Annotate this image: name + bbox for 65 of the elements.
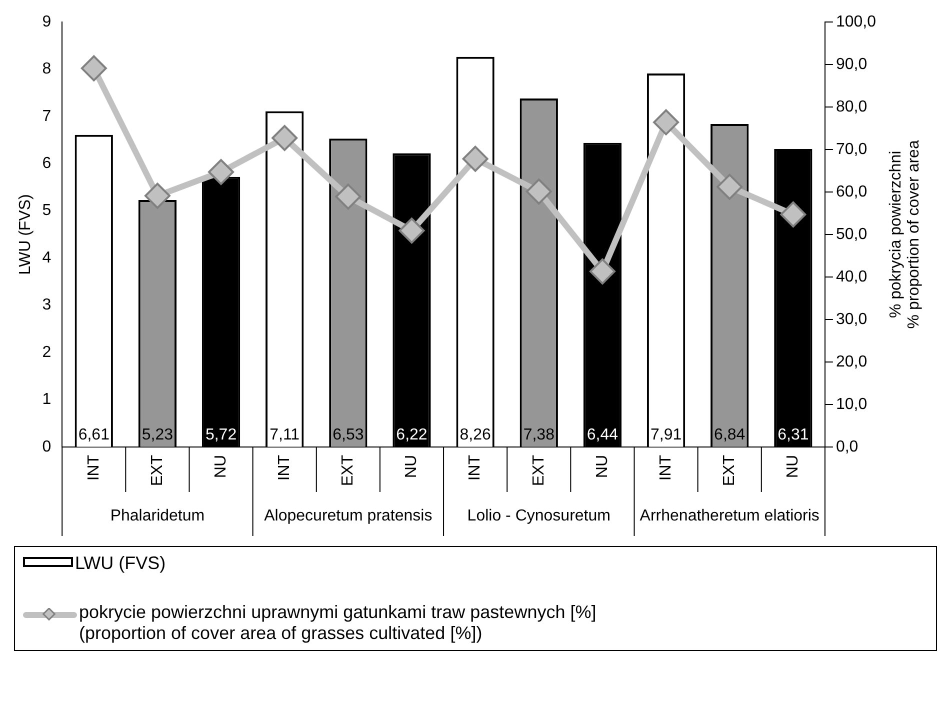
y-axis-title: LWU (FVS): [17, 194, 34, 275]
data-label: 6,31: [778, 426, 809, 444]
legend-label: LWU (FVS): [75, 553, 166, 574]
y-tick-label: 7: [42, 108, 52, 125]
x-tick-label: INT: [85, 454, 102, 481]
data-label: 8,26: [460, 426, 491, 444]
text: Arrhenatheretum elatioris: [640, 507, 820, 524]
data-label: 6,84: [714, 426, 746, 444]
y2-tick-label: 60,0: [836, 183, 868, 200]
point: [716, 174, 743, 200]
point: [398, 218, 425, 244]
data-label: 6,53: [332, 426, 364, 444]
data-label: 7,11: [270, 426, 300, 444]
y2-tick-label: 90,0: [836, 56, 868, 73]
y-tick-label: 6: [42, 155, 52, 172]
y2-tick-label: 20,0: [836, 353, 868, 370]
y-tick-label: 0: [42, 438, 52, 456]
text: Lolio - Cynosuretum: [467, 507, 610, 524]
point: [462, 146, 488, 172]
y-tick-label: 2: [42, 344, 52, 361]
x-tick-label: INT: [466, 454, 484, 481]
y-tick-label: 5: [42, 202, 52, 220]
point: [589, 258, 616, 284]
point: [144, 182, 170, 209]
y2-tick-label: 50,0: [836, 226, 868, 243]
y-tick-label: 1: [42, 391, 52, 408]
y2-tick-label: 30,0: [836, 310, 868, 328]
point: [335, 184, 362, 210]
point: [526, 178, 552, 205]
data-label: 7,91: [650, 426, 682, 444]
y2-tick-label: 70,0: [836, 140, 868, 158]
point: [653, 109, 680, 136]
x-tick-label: EXT: [148, 454, 166, 486]
y-tick-label: 8: [42, 60, 52, 78]
text: Phalaridetum: [110, 507, 205, 524]
data-label: 5,72: [205, 426, 237, 444]
x-tick-label: NU: [403, 454, 420, 478]
text: Alopecuretum pratensis: [264, 507, 432, 524]
y-tick-label: 9: [42, 13, 52, 30]
point: [780, 201, 806, 228]
x-tick-label: NU: [784, 454, 802, 478]
x-tick-label: NU: [212, 454, 230, 478]
y2-tick-label: 10,0: [836, 396, 868, 413]
x-tick-label: EXT: [721, 454, 738, 486]
data-label: 5,23: [142, 426, 174, 444]
data-label: 7,38: [523, 426, 555, 444]
data-label: 6,44: [586, 426, 618, 444]
y2-axis-title: % pokrycia powierzchni % proportion of cover area: [887, 140, 922, 329]
y2-tick-label: 80,0: [836, 98, 868, 116]
x-tick-label: NU: [594, 454, 611, 478]
y2-tick-label: 0,0: [836, 438, 858, 456]
data-label: 6,22: [396, 426, 428, 444]
x-tick-label: INT: [657, 454, 674, 481]
x-tick-label: INT: [276, 454, 294, 481]
x-tick-label: EXT: [530, 454, 548, 486]
point: [272, 124, 298, 151]
x-tick-label: EXT: [340, 454, 357, 486]
y-tick-label: 4: [42, 249, 52, 266]
legend-label: pokrycie powierzchni uprawnymi gatunkami traw pastewnych [%] (proportion of cover area of grasses cultivated [%]): [79, 602, 596, 644]
y-tick-label: 3: [42, 296, 52, 314]
point: [80, 55, 107, 82]
data-label: 6,61: [78, 426, 110, 444]
y2-tick-label: 40,0: [836, 268, 868, 286]
y2-tick-label: 100,0: [836, 13, 876, 30]
point: [208, 158, 234, 185]
